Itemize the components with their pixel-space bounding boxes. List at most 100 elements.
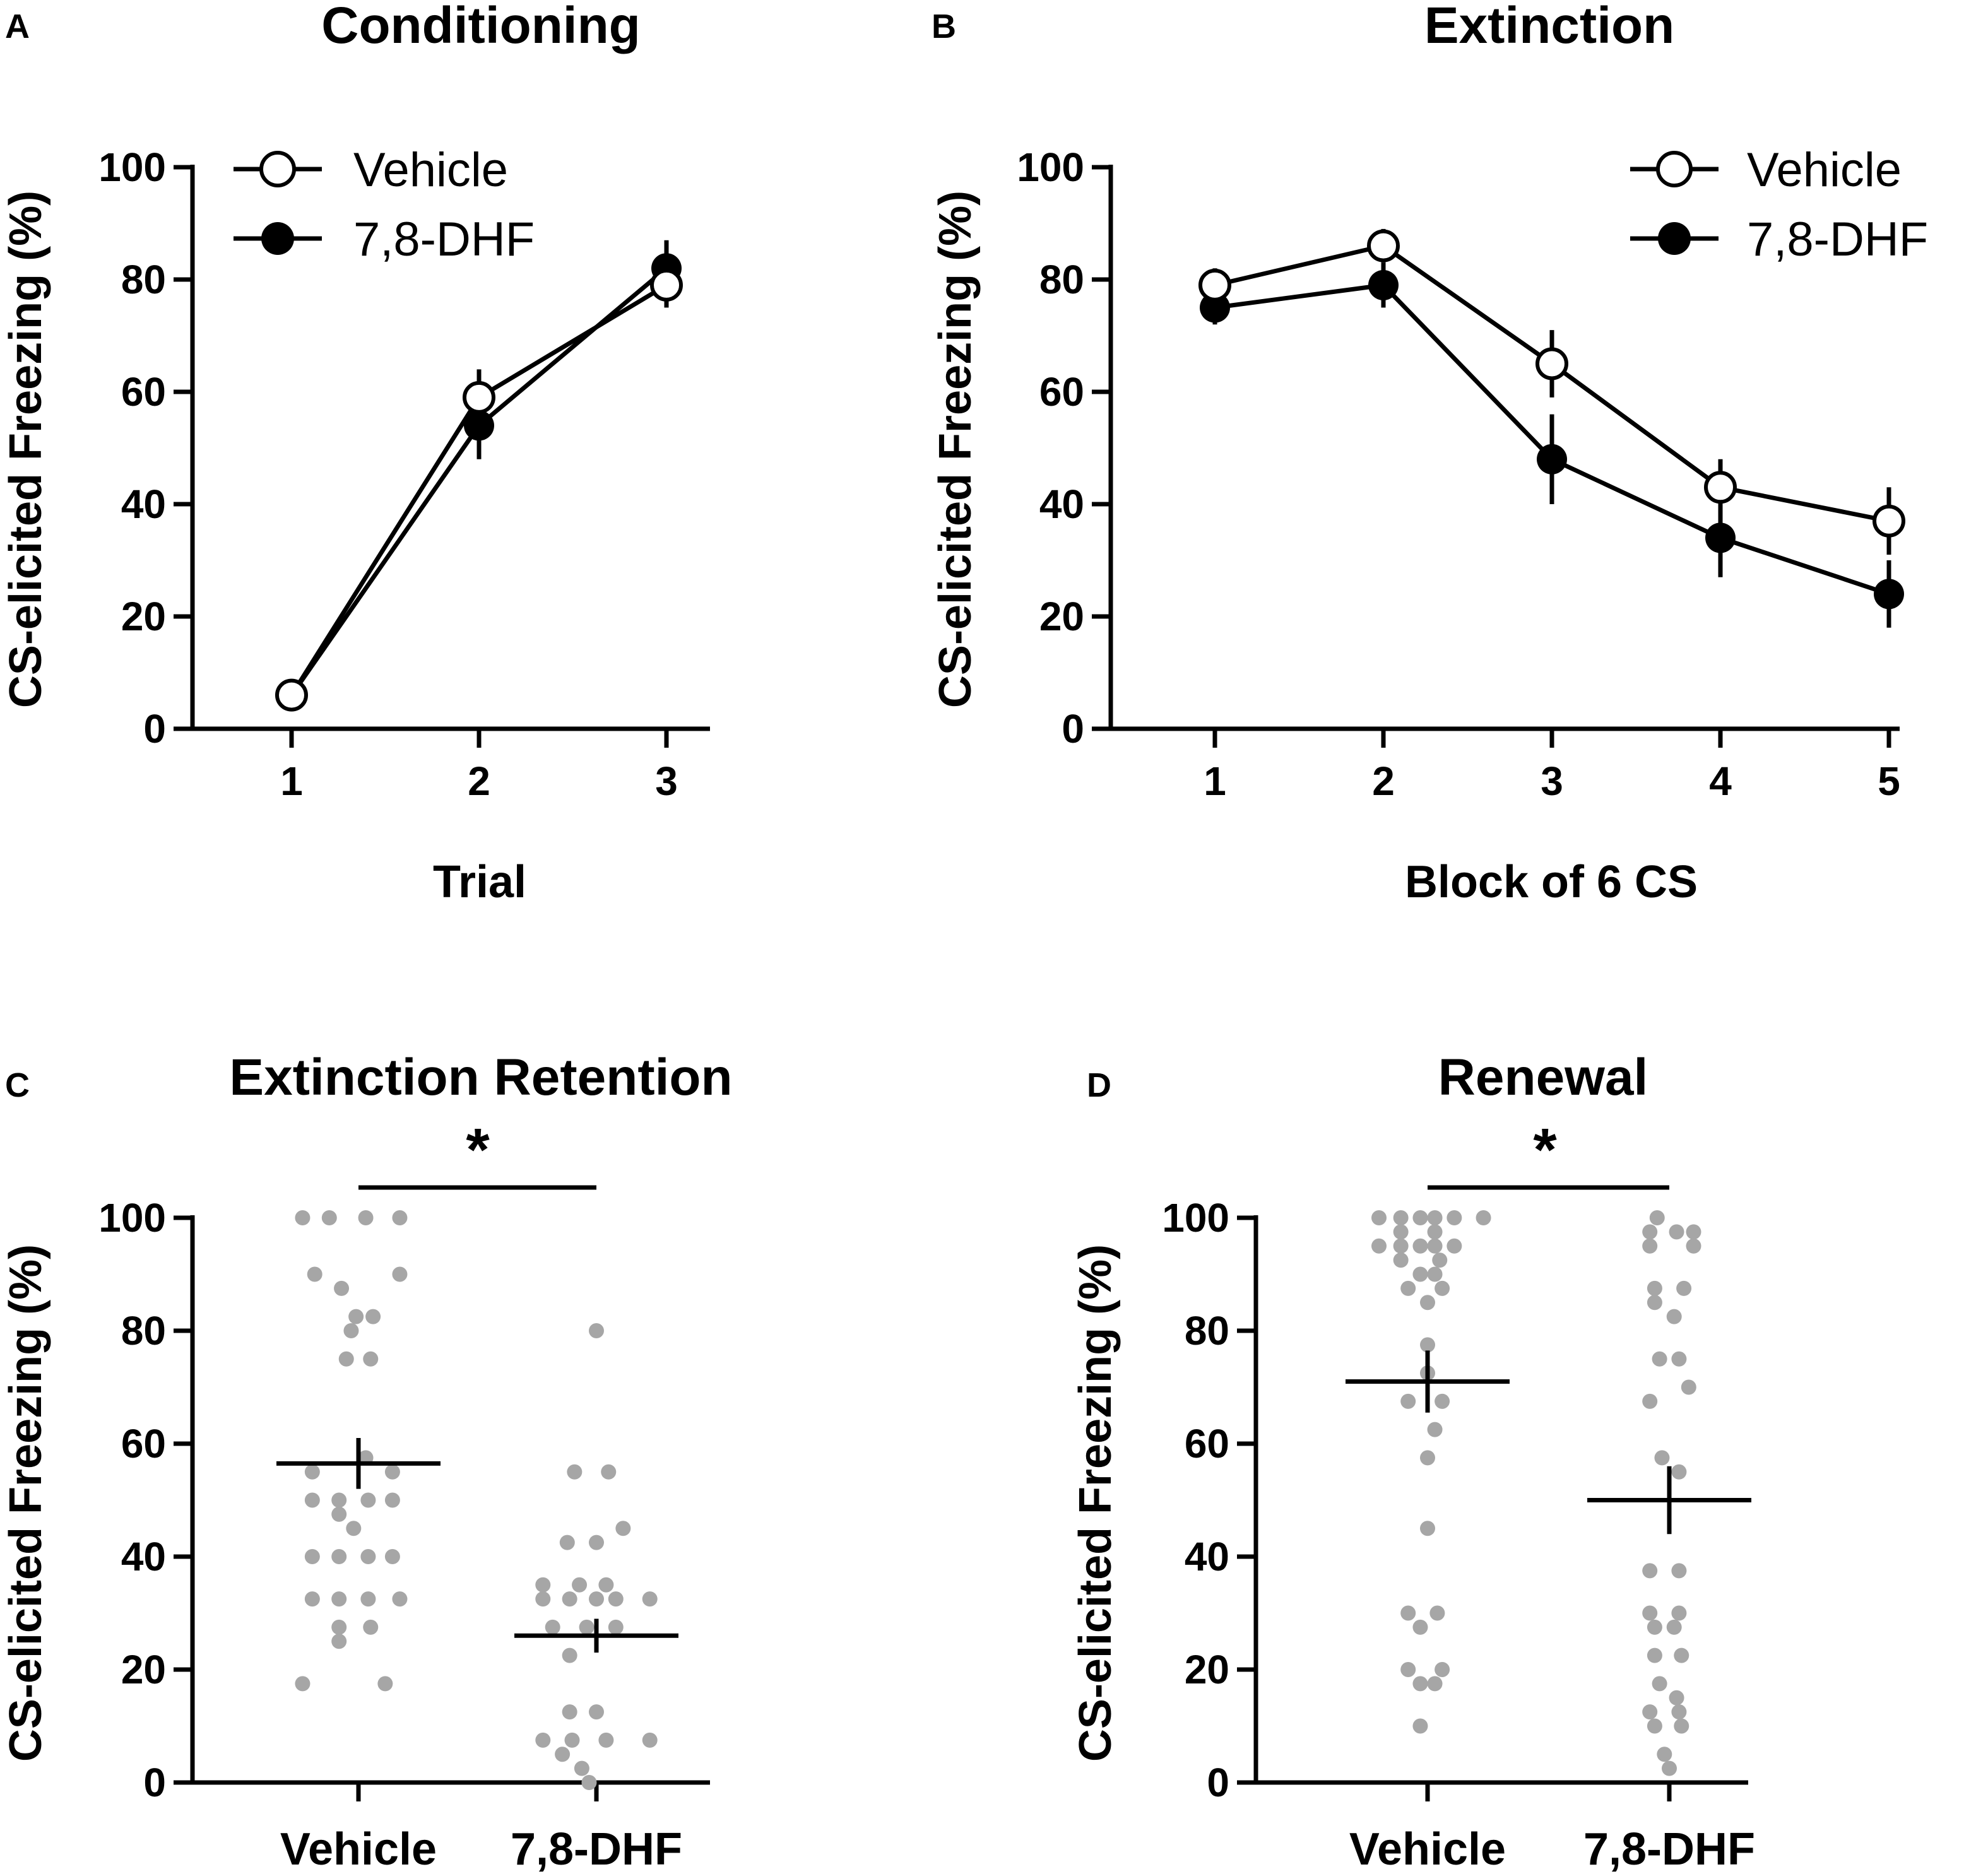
panel-d-dot-dhf <box>1686 1224 1701 1240</box>
panel-d-dot-dhf <box>1647 1280 1662 1296</box>
panel-b-point-vehicle <box>1198 268 1231 302</box>
panel-c-dot-vehicle <box>392 1210 408 1225</box>
panel-a-legend-marker-vehicle <box>259 151 296 187</box>
panel-d-dot-vehicle <box>1412 1210 1428 1225</box>
panel-c: C Extinction Retention CS-elicited Freez… <box>1 1049 733 1874</box>
panel-b-point-dhf <box>1874 579 1904 610</box>
panel-d-dot-vehicle <box>1412 1266 1428 1282</box>
panel-c-dot-dhf <box>598 1577 614 1593</box>
panel-d-dot-vehicle <box>1412 1238 1428 1254</box>
panel-d-y-tick-label: 100 <box>1162 1195 1229 1240</box>
panel-c-dot-vehicle <box>334 1280 350 1296</box>
panel-d-dot-vehicle <box>1371 1210 1387 1225</box>
panel-d-dot-vehicle <box>1476 1210 1491 1225</box>
panel-c-letter: C <box>5 1066 30 1104</box>
panel-c-dot-dhf <box>642 1732 658 1748</box>
panel-d-category-label-vehicle: Vehicle <box>1349 1824 1506 1874</box>
panel-c-title: Extinction Retention <box>229 1049 732 1106</box>
panel-d-dot-vehicle <box>1427 1224 1443 1240</box>
panel-d-y-tick-label: 80 <box>1185 1308 1229 1353</box>
panel-d-dot-vehicle <box>1447 1210 1462 1225</box>
panel-d-letter: D <box>1087 1066 1111 1104</box>
panel-c-dot-vehicle <box>348 1309 364 1324</box>
panel-d-dot-dhf <box>1652 1676 1667 1692</box>
panel-c-dot-dhf <box>535 1732 551 1748</box>
panel-c-dot-vehicle <box>363 1351 379 1367</box>
panel-d-dot-vehicle <box>1400 1280 1416 1296</box>
panel-d-dot-vehicle <box>1400 1662 1416 1677</box>
panel-c-dot-dhf <box>535 1591 551 1607</box>
panel-c-y-tick-label: 60 <box>121 1421 166 1466</box>
panel-d-category-label-dhf: 7,8-DHF <box>1583 1824 1755 1874</box>
panel-c-dot-dhf <box>589 1704 604 1720</box>
panel-d-dot-vehicle <box>1371 1238 1387 1254</box>
panel-c-y-tick-label: 0 <box>143 1760 166 1805</box>
panel-d-dot-dhf <box>1671 1464 1687 1480</box>
panel-b-y-tick-label: 60 <box>1039 369 1084 415</box>
panel-d-dot-dhf <box>1669 1690 1684 1706</box>
panel-a-legend-label-dhf: 7,8-DHF <box>353 213 535 266</box>
panel-d-dot-dhf <box>1686 1238 1701 1254</box>
panel-c-y-tick-label: 100 <box>98 1195 166 1240</box>
panel-a-line-dhf <box>290 266 668 697</box>
panel-d-dot-vehicle <box>1420 1450 1435 1466</box>
panel-a-y-tick-label: 80 <box>121 257 166 302</box>
panel-d-dot-vehicle <box>1447 1238 1462 1254</box>
panel-c-dot-vehicle <box>304 1591 320 1607</box>
panel-c-dot-vehicle <box>360 1492 376 1508</box>
panel-d-dot-vehicle <box>1393 1224 1409 1240</box>
panel-d-dot-dhf <box>1647 1619 1662 1635</box>
panel-a-letter: A <box>5 8 30 45</box>
panel-d-dot-dhf <box>1649 1210 1665 1225</box>
panel-b-y-tick-label: 80 <box>1039 257 1084 302</box>
panel-a-y-tick-label: 0 <box>143 706 166 751</box>
panel-c-dot-dhf <box>598 1732 614 1748</box>
panel-b-title: Extinction <box>1424 0 1674 54</box>
panel-c-dot-vehicle <box>331 1506 347 1522</box>
panel-d: D Renewal CS-elicited Freezing (%) * 0 20… <box>1070 1049 1755 1874</box>
panel-b-xlabel: Block of 6 CS <box>1405 857 1698 907</box>
panel-c-ylabel: CS-elicited Freezing (%) <box>1 1244 51 1762</box>
panel-c-dot-vehicle <box>304 1464 320 1480</box>
panel-d-dot-dhf <box>1654 1450 1670 1466</box>
panel-c-y-tick-label: 40 <box>121 1534 166 1579</box>
panel-c-dot-dhf <box>574 1760 589 1776</box>
panel-c-significance: * <box>466 1116 490 1184</box>
panel-d-dot-dhf <box>1647 1295 1662 1311</box>
panel-a-y-tick-label: 60 <box>121 369 166 415</box>
panel-b-legend-marker-dhf <box>1658 222 1691 255</box>
panel-c-dot-vehicle <box>331 1549 347 1564</box>
panel-b: B Extinction CS-elicited Freezing (%) Bl… <box>930 0 1928 907</box>
panel-c-dot-vehicle <box>363 1619 379 1635</box>
panel-d-dot-vehicle <box>1420 1337 1435 1353</box>
panel-a-line-vehicle <box>290 283 668 697</box>
panel-d-dot-vehicle <box>1427 1266 1443 1282</box>
panel-d-dot-dhf <box>1674 1647 1689 1663</box>
panel-d-dot-vehicle <box>1393 1210 1409 1225</box>
panel-c-dot-vehicle <box>331 1492 347 1508</box>
panel-d-dot-dhf <box>1642 1238 1658 1254</box>
panel-b-y-tick-label: 0 <box>1062 706 1084 751</box>
panel-c-dot-vehicle <box>384 1549 400 1564</box>
panel-d-dot-vehicle <box>1435 1662 1450 1677</box>
panel-c-dot-dhf <box>555 1747 571 1762</box>
panel-b-point-vehicle <box>1367 229 1400 262</box>
panel-c-dot-vehicle <box>384 1492 400 1508</box>
panel-d-dot-dhf <box>1671 1605 1687 1621</box>
panel-d-dot-vehicle <box>1429 1605 1445 1621</box>
panel-d-y-tick-label: 40 <box>1185 1534 1229 1579</box>
panel-d-dot-dhf <box>1674 1718 1689 1734</box>
panel-c-dot-vehicle <box>365 1309 381 1324</box>
panel-d-dot-dhf <box>1642 1605 1658 1621</box>
panel-d-y-tick-label: 20 <box>1185 1647 1229 1692</box>
panel-c-dot-vehicle <box>360 1549 376 1564</box>
panel-c-dot-vehicle <box>321 1210 337 1225</box>
panel-d-dot-vehicle <box>1427 1422 1443 1437</box>
panel-d-title: Renewal <box>1438 1049 1648 1106</box>
panel-d-dot-vehicle <box>1412 1676 1428 1692</box>
panel-b-point-dhf <box>1537 444 1567 474</box>
panel-d-dot-dhf <box>1642 1563 1658 1579</box>
panel-d-dot-dhf <box>1662 1760 1677 1776</box>
panel-c-dot-dhf <box>589 1323 604 1338</box>
